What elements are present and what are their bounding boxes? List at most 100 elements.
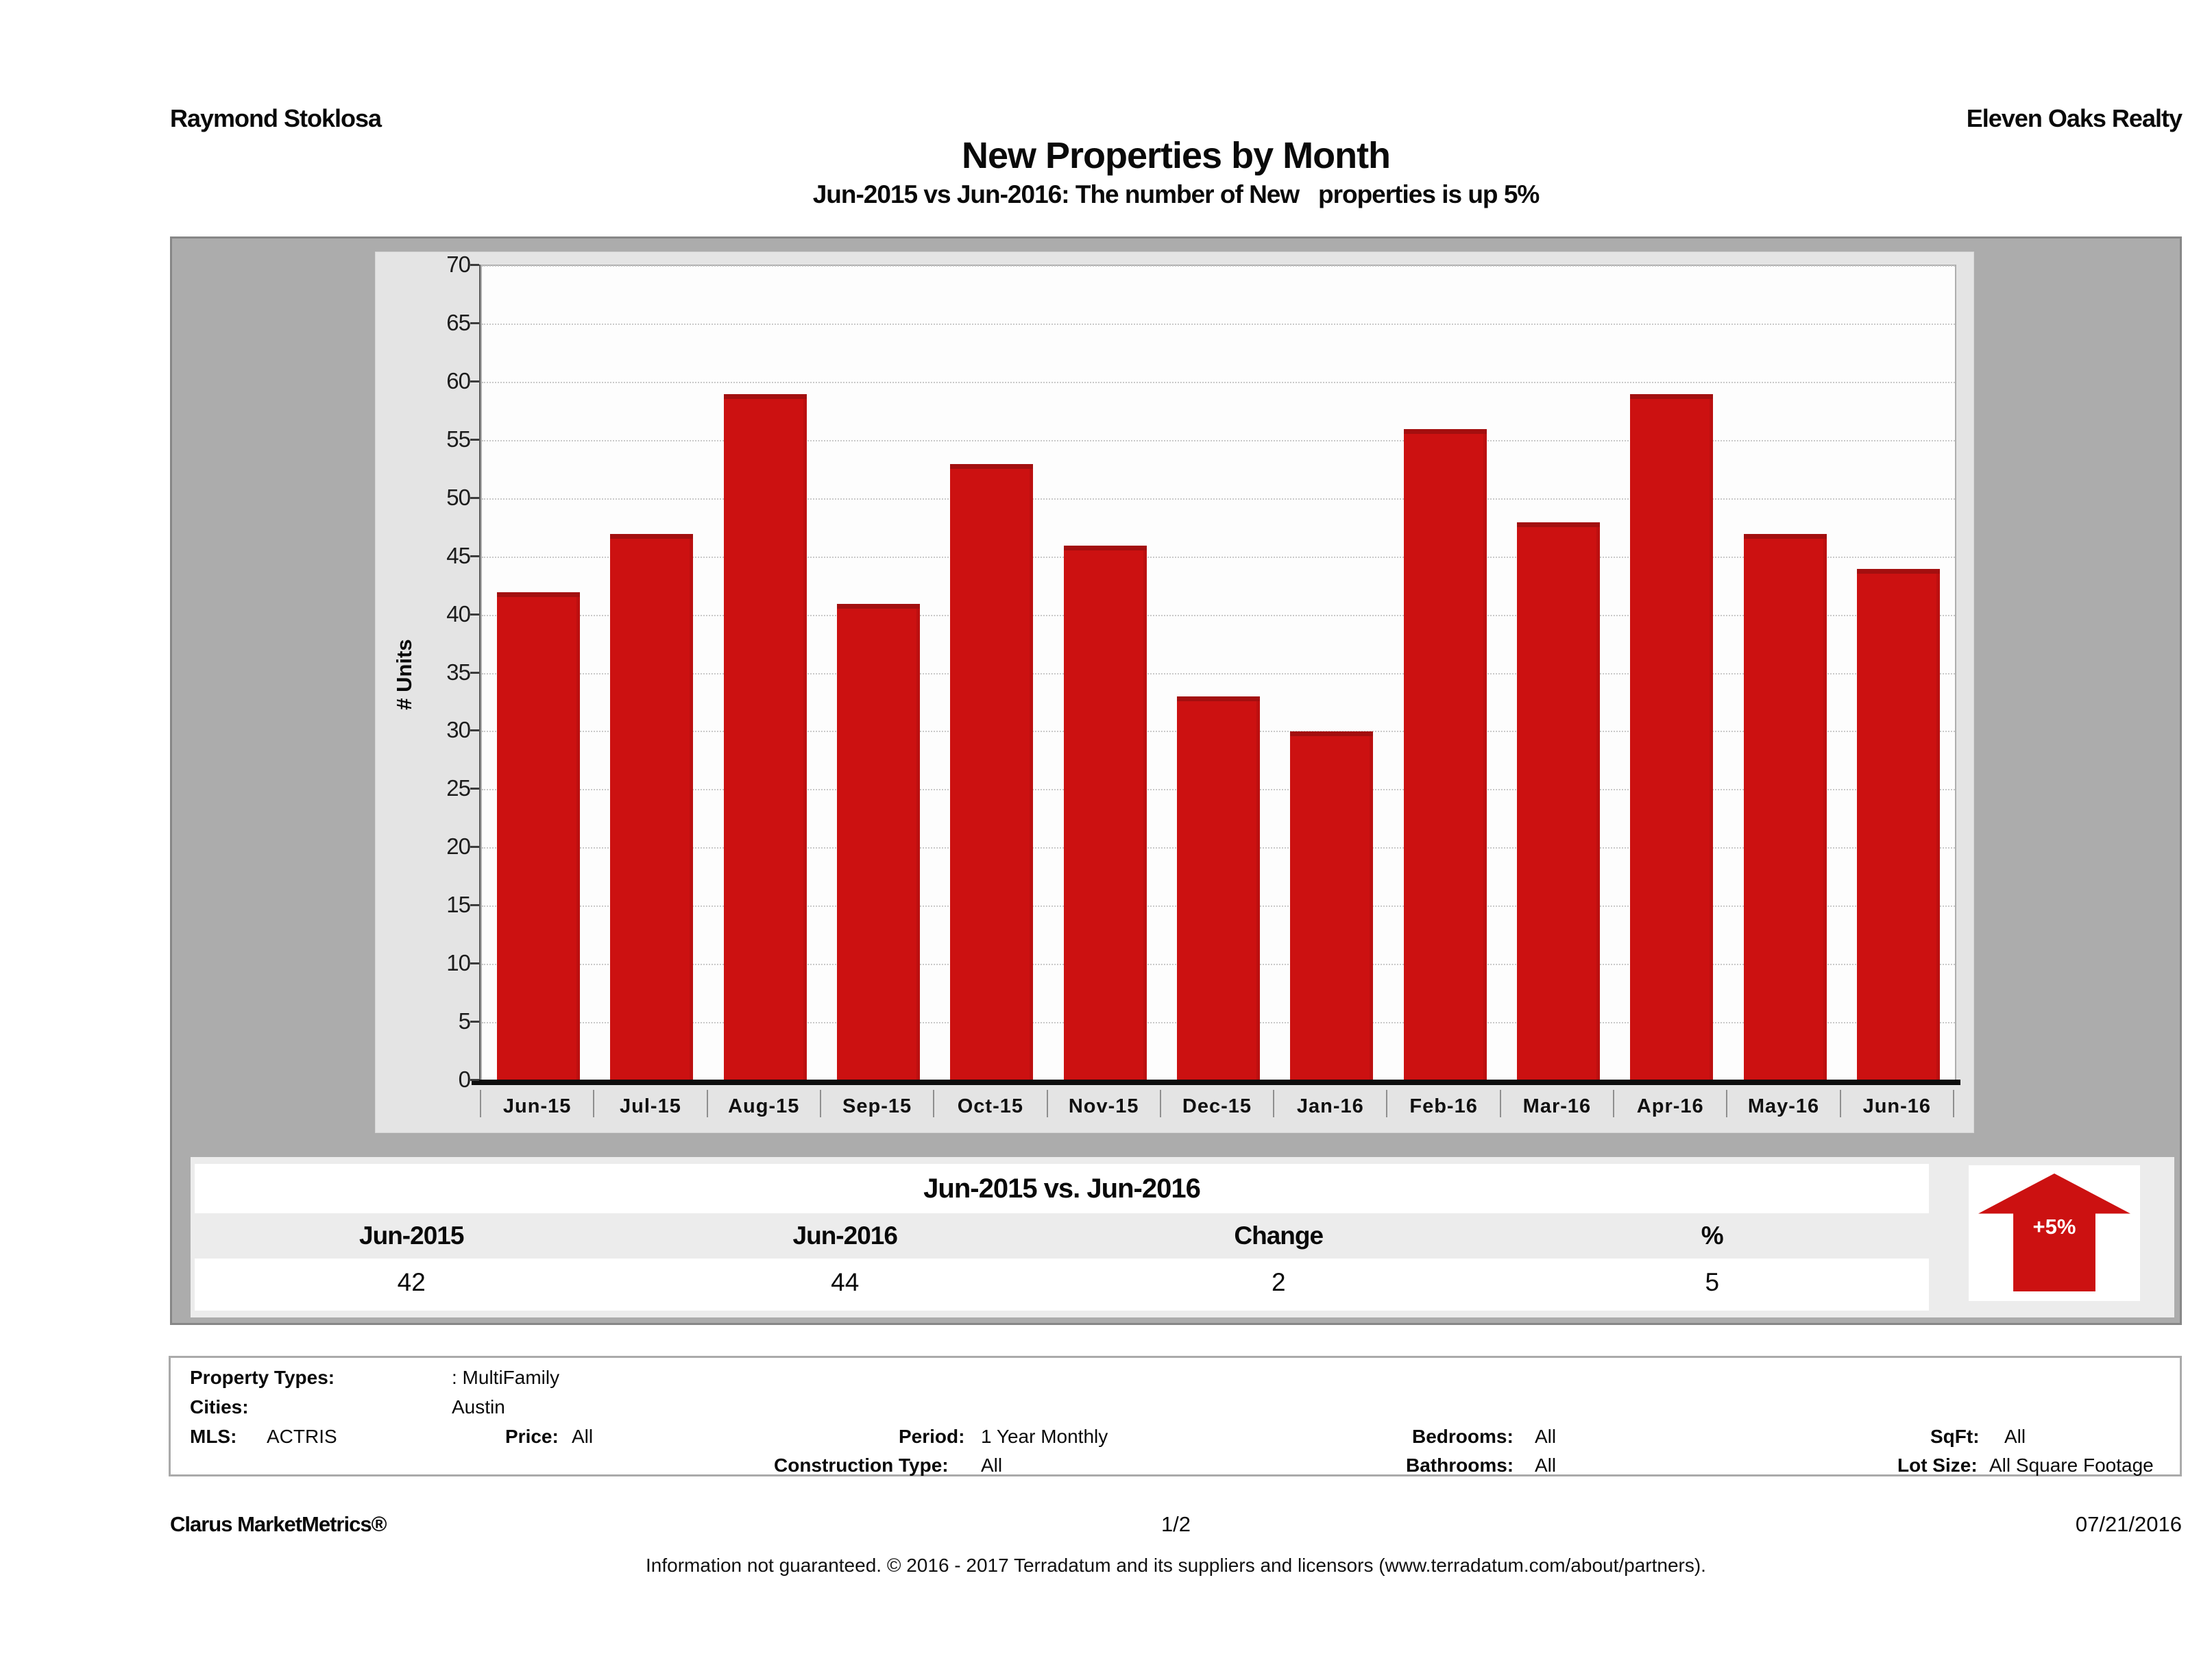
y-tick-label: 40 <box>446 600 471 627</box>
sqft-label: SqFt: <box>1930 1426 1980 1447</box>
y-tick-label: 30 <box>446 717 471 743</box>
bar-Mar-16 <box>1516 522 1600 1081</box>
y-tick-mark <box>470 962 479 965</box>
trend-badge-label: +5% <box>2032 1215 2076 1239</box>
y-tick-label: 55 <box>446 426 471 452</box>
x-axis-label: Jul-15 <box>620 1095 681 1117</box>
brand-name: Clarus MarketMetrics® <box>170 1512 387 1536</box>
x-axis-separator <box>819 1090 821 1117</box>
summary-column-header: % <box>1701 1221 1724 1250</box>
gridline <box>482 439 1955 441</box>
x-axis-label: Sep-15 <box>842 1095 912 1117</box>
y-tick-mark <box>470 671 479 674</box>
bar-Apr-16 <box>1630 394 1714 1081</box>
x-axis-separator <box>1613 1090 1615 1117</box>
y-tick-mark <box>470 496 479 499</box>
x-axis-label: Mar-16 <box>1522 1095 1592 1117</box>
y-tick-label: 10 <box>446 950 471 976</box>
summary-table-band: Jun-2015 vs. Jun-2016 Jun-2015 Jun-2016 Ch… <box>191 1157 2174 1317</box>
bedrooms-label: Bedrooms: <box>1412 1426 1514 1447</box>
chart-title: New Properties by Month <box>961 135 1391 176</box>
x-axis-label: Nov-15 <box>1068 1095 1139 1117</box>
y-tick-mark <box>470 788 479 790</box>
bar-Nov-15 <box>1063 546 1147 1081</box>
disclaimer-text: Information not guaranteed. © 2016 - 201… <box>646 1555 1706 1576</box>
bar-Oct-15 <box>950 464 1034 1081</box>
y-tick-label: 65 <box>446 309 471 335</box>
x-axis-label: Feb-16 <box>1409 1095 1478 1117</box>
plot-area <box>481 265 1956 1082</box>
chart-subtitle: Jun-2015 vs Jun-2016: The number of New … <box>812 180 1540 208</box>
trend-badge-panel: +5% <box>1969 1165 2140 1301</box>
x-axis-separator <box>933 1090 935 1117</box>
report-date: 07/21/2016 <box>2075 1512 2182 1536</box>
title-block: New Properties by Month Jun-2015 vs Jun-… <box>170 136 2182 210</box>
y-tick-label: 25 <box>446 775 471 801</box>
summary-value-cell: 44 <box>831 1268 860 1296</box>
bar-Sep-15 <box>837 604 921 1081</box>
cities-label: Cities: <box>190 1396 249 1418</box>
summary-column-header: Jun-2015 <box>359 1221 464 1250</box>
y-tick-label: 20 <box>446 834 471 860</box>
summary-column-header: Change <box>1234 1221 1324 1250</box>
x-axis-separator <box>1273 1090 1275 1117</box>
bar-Jun-15 <box>497 592 581 1081</box>
summary-value-cell: 42 <box>397 1268 426 1296</box>
x-axis-separator <box>1953 1090 1954 1117</box>
y-tick-label: 15 <box>446 892 471 918</box>
y-tick-mark <box>470 1079 479 1081</box>
x-axis-separator <box>1159 1090 1161 1117</box>
x-axis-label: May-16 <box>1747 1095 1820 1117</box>
construction-type-value: All <box>981 1455 1003 1476</box>
mls-value: ACTRIS <box>267 1426 337 1447</box>
x-axis-label: Oct-15 <box>957 1095 1023 1117</box>
y-tick-mark <box>470 1021 479 1023</box>
gridline <box>482 265 1955 267</box>
gridline <box>482 614 1955 616</box>
summary-value-cell: 2 <box>1271 1268 1286 1296</box>
y-tick-label: 70 <box>446 252 471 277</box>
gridline <box>482 381 1955 383</box>
y-tick-label: 35 <box>446 659 471 685</box>
period-label: Period: <box>899 1426 965 1447</box>
x-axis-label: Aug-15 <box>728 1095 800 1117</box>
x-axis-separator <box>1499 1090 1501 1117</box>
y-tick-mark <box>470 613 479 616</box>
chart-container: # Units 0 5 10 15 20 25 30 35 40 45 50 55 60 65 70 Jun… <box>170 236 2182 1325</box>
x-axis-line <box>472 1080 1960 1085</box>
bar-Dec-15 <box>1177 696 1260 1081</box>
footer: Clarus MarketMetrics® 1/2 07/21/2016 <box>170 1512 2182 1540</box>
x-axis-separator <box>593 1090 595 1117</box>
price-value: All <box>572 1426 594 1447</box>
y-tick-mark <box>470 729 479 732</box>
bar-Jun-16 <box>1856 569 1940 1081</box>
lot-size-value: All Square Footage <box>1989 1455 2154 1476</box>
x-axis-label: Dec-15 <box>1182 1095 1252 1117</box>
x-axis-label: Jan-16 <box>1296 1095 1364 1117</box>
y-tick-label: 60 <box>446 367 471 393</box>
gridline <box>482 323 1955 325</box>
gridline <box>482 498 1955 500</box>
y-tick-label: 50 <box>446 484 471 510</box>
gridline <box>482 672 1955 674</box>
x-axis-separator <box>1386 1090 1388 1117</box>
y-tick-mark <box>470 904 479 907</box>
chart-panel: # Units 0 5 10 15 20 25 30 35 40 45 50 55 60 65 70 Jun… <box>375 252 1974 1133</box>
sqft-value: All <box>2004 1426 2026 1447</box>
gridline <box>482 556 1955 558</box>
x-axis-separator <box>1726 1090 1728 1117</box>
summary-column-header: Jun-2016 <box>792 1221 898 1250</box>
y-tick-mark <box>470 555 479 557</box>
price-label: Price: <box>505 1426 559 1447</box>
construction-type-label: Construction Type: <box>774 1455 949 1476</box>
bar-Jan-16 <box>1290 731 1374 1081</box>
company-name: Eleven Oaks Realty <box>1966 104 2183 132</box>
page-number: 1/2 <box>1160 1512 1191 1536</box>
bar-Jul-15 <box>610 534 694 1081</box>
period-value: 1 Year Monthly <box>981 1426 1108 1447</box>
bar-Feb-16 <box>1403 429 1487 1081</box>
cities-value: Austin <box>452 1396 505 1418</box>
summary-table-header-row: Jun-2015 Jun-2016 Change% <box>195 1213 1929 1258</box>
summary-value-cell: 5 <box>1705 1268 1720 1296</box>
